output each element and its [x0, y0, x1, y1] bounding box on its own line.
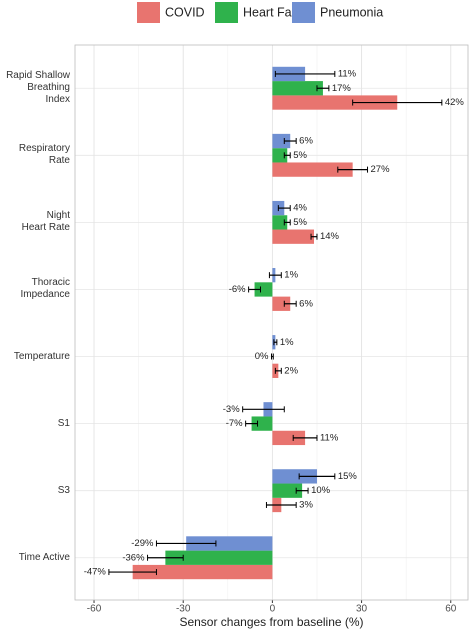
- bar: [186, 536, 273, 551]
- bar: [272, 215, 288, 230]
- value-label: -29%: [131, 538, 154, 549]
- bar: [132, 564, 273, 580]
- value-label: 11%: [338, 68, 357, 79]
- bar: [165, 550, 273, 565]
- bar: [272, 133, 291, 149]
- bar: [251, 416, 273, 431]
- y-tick-label: S1: [57, 417, 70, 429]
- y-tick-label: Rapid Shallow Breathing Index: [6, 70, 70, 106]
- legend-swatch: [215, 2, 238, 23]
- bar: [272, 296, 291, 311]
- y-tick-label: S3: [57, 484, 70, 496]
- bar: [272, 469, 317, 484]
- value-label: 14%: [320, 231, 340, 242]
- value-label: 11%: [320, 432, 339, 443]
- legend-swatch: [137, 2, 160, 23]
- value-label: 27%: [371, 164, 391, 175]
- value-label: 0%: [255, 351, 269, 362]
- plot-border: [74, 44, 469, 601]
- value-label: 3%: [299, 499, 313, 510]
- value-label: 5%: [293, 217, 307, 228]
- bar: [272, 229, 315, 244]
- x-axis-label: Sensor changes from baseline (%): [179, 615, 363, 629]
- bar: [272, 430, 306, 446]
- bar: [254, 282, 273, 297]
- value-label: 17%: [332, 83, 352, 94]
- value-label: 6%: [299, 298, 313, 309]
- value-label: -6%: [229, 284, 246, 295]
- bar: [272, 162, 353, 177]
- y-tick-label: Thoracic Impedance: [20, 277, 70, 301]
- value-label: 5%: [293, 150, 307, 161]
- y-tick-label: Night Heart Rate: [21, 210, 70, 234]
- legend-swatch: [292, 2, 315, 23]
- value-label: 1%: [284, 270, 298, 281]
- x-tick-label: 60: [445, 604, 457, 615]
- x-tick-label: 30: [356, 604, 368, 615]
- y-tick-label: Time Active: [18, 551, 70, 563]
- y-tick-label: Respiratory Rate: [18, 143, 70, 167]
- value-label: -36%: [122, 552, 145, 563]
- y-tick-label: Temperature: [13, 350, 70, 362]
- x-tick-label: -30: [176, 604, 191, 615]
- bar: [272, 81, 323, 96]
- bar: [272, 483, 303, 498]
- legend-label: Pneumonia: [320, 5, 383, 19]
- value-label: 10%: [311, 485, 331, 496]
- value-label: 4%: [293, 203, 307, 214]
- x-tick-label: -60: [87, 604, 102, 615]
- legend-label: COVID: [165, 5, 205, 19]
- value-label: -7%: [226, 418, 243, 429]
- value-label: -3%: [223, 404, 240, 415]
- bar: [272, 95, 398, 110]
- value-label: 42%: [445, 97, 465, 108]
- value-label: 6%: [299, 136, 313, 147]
- value-label: 2%: [284, 365, 298, 376]
- x-tick-label: 0: [270, 604, 276, 615]
- bar: [272, 148, 288, 163]
- value-label: -47%: [84, 567, 107, 578]
- value-label: 15%: [338, 471, 358, 482]
- value-label: 1%: [280, 337, 294, 348]
